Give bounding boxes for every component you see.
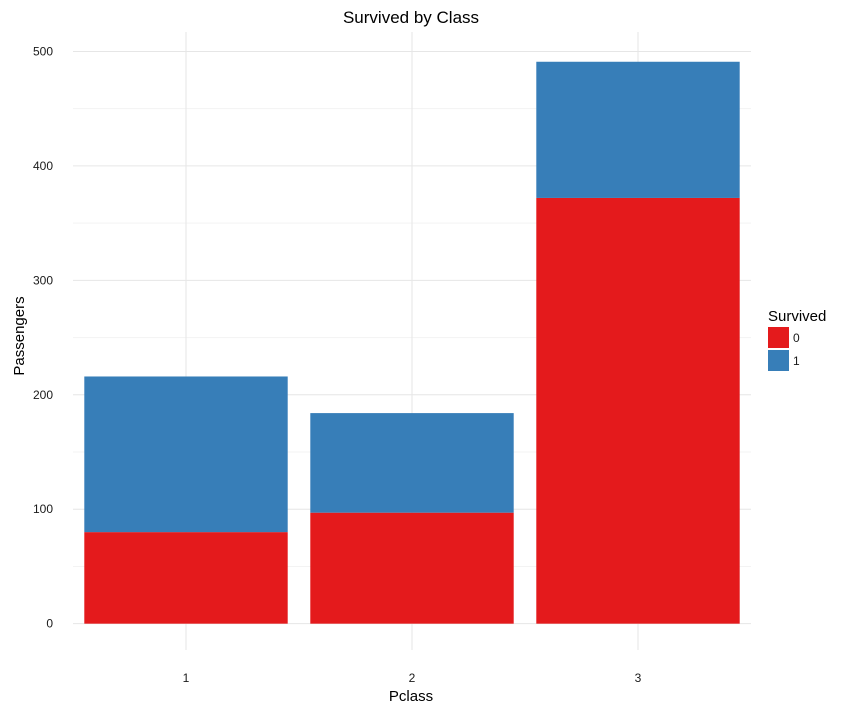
y-tick-label: 200 <box>33 388 53 402</box>
bar-class-3-survived-1 <box>536 61 740 198</box>
bar-class-2-survived-0 <box>310 512 514 624</box>
y-tick-label: 300 <box>33 273 53 287</box>
x-tick-label: 1 <box>183 671 190 685</box>
legend-title: Survived <box>768 308 826 325</box>
bar-class-1-survived-1 <box>84 376 288 533</box>
legend: Survived 01 <box>768 308 826 371</box>
bar-class-2-survived-1 <box>310 413 514 513</box>
y-tick-label: 100 <box>33 502 53 516</box>
legend-swatch-1 <box>768 350 789 371</box>
x-tick-label: 2 <box>409 671 416 685</box>
chart-title: Survived by Class <box>343 8 479 27</box>
y-tick-label: 500 <box>33 44 53 58</box>
bar-class-1-survived-0 <box>84 532 288 624</box>
x-axis-label: Pclass <box>389 688 433 705</box>
x-tick-labels: 1 2 3 <box>183 671 642 685</box>
bar-class-3-survived-0 <box>536 197 740 624</box>
y-tick-label: 0 <box>46 617 53 631</box>
legend-label-1: 1 <box>793 354 800 368</box>
legend-swatch-0 <box>768 327 789 348</box>
y-axis-label: Passengers <box>11 296 28 375</box>
x-tick-label: 3 <box>635 671 642 685</box>
legend-items: 01 <box>768 327 800 371</box>
y-tick-label: 400 <box>33 159 53 173</box>
y-tick-labels: 0 100 200 300 400 500 <box>33 44 53 630</box>
bars <box>84 61 740 624</box>
legend-label-0: 0 <box>793 331 800 345</box>
